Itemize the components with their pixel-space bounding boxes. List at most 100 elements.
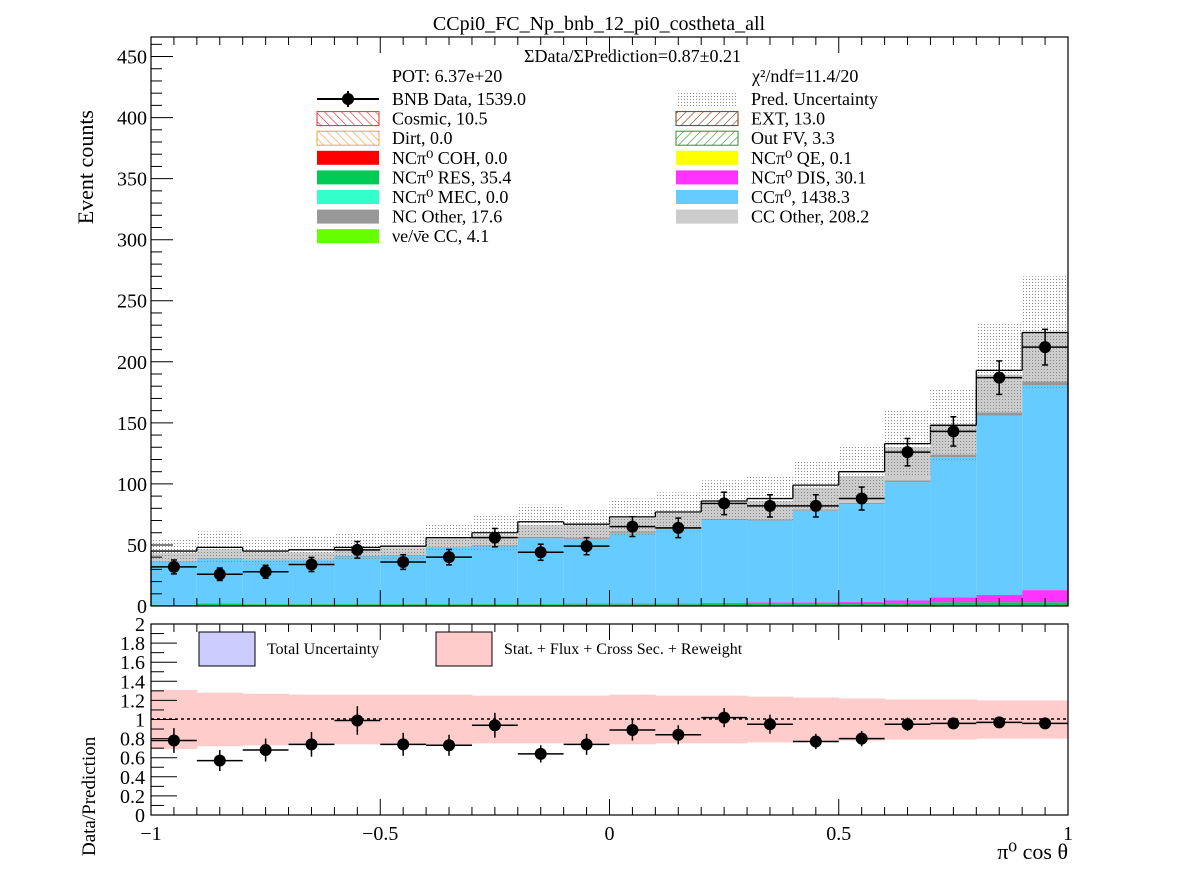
data-point-16 — [901, 446, 914, 459]
ratio-legend: Total Uncertainty Stat. + Flux + Cross Se… — [198, 631, 743, 667]
bar-2-14 — [792, 510, 839, 603]
data-point-18 — [993, 371, 1006, 384]
y-tick-label-0: 0 — [137, 596, 147, 618]
bar-2-17 — [930, 457, 977, 598]
x-tick-label-2: 0 — [605, 823, 615, 845]
ratio-point-18 — [993, 716, 1006, 729]
x-tick-label-1: −0.5 — [362, 823, 398, 845]
ratio-panel: 00.20.40.60.811.21.41.61.82 −1 −0.5 0 0.5 1 … — [79, 614, 1073, 864]
chi2-text: χ²/ndf=11.4/20 — [751, 66, 858, 86]
data-point-11 — [672, 521, 685, 534]
ratio-y-tick-label-7: 1.4 — [120, 671, 145, 693]
legend-label-14: νe/ν̄e CC, 4.1 — [392, 226, 489, 246]
bar-2-15 — [838, 504, 885, 602]
ratio-y-ticks: 00.20.40.60.811.21.41.61.82 — [120, 614, 177, 827]
data-point-3 — [305, 558, 318, 571]
y-tick-label-350: 350 — [117, 169, 147, 191]
bar-2-18 — [976, 415, 1023, 596]
y-tick-label-200: 200 — [117, 352, 147, 374]
legend-swatch-14 — [317, 229, 379, 244]
data-point-17 — [947, 425, 960, 438]
x-tick-label-4: 1 — [1063, 823, 1073, 845]
pot-text: POT: 6.37e+20 — [392, 66, 502, 86]
data-point-0 — [167, 560, 180, 573]
ratio-legend-swatch-0 — [198, 631, 256, 667]
ratio-y-tick-label-10: 2 — [135, 614, 145, 636]
legend-label-10: NCπ⁰ MEC, 0.0 — [392, 187, 508, 207]
data-point-10 — [626, 520, 639, 533]
bar-2-7 — [471, 545, 518, 605]
ratio-legend-label-0: Total Uncertainty — [267, 641, 379, 658]
legend-label-1: Pred. Uncertainty — [751, 89, 878, 109]
ratio-point-0 — [167, 734, 180, 747]
legend-swatch-1 — [676, 92, 738, 106]
ratio-x-ticks: −1 −0.5 0 0.5 1 — [140, 624, 1073, 845]
ratio-y-tick-label-5: 1 — [135, 710, 145, 732]
ratio-point-11 — [672, 728, 685, 741]
bar-2-11 — [655, 529, 702, 604]
ratio-y-tick-label-0: 0 — [135, 805, 145, 827]
y-tick-label-400: 400 — [117, 108, 147, 130]
ratio-point-5 — [397, 738, 410, 751]
data-point-12 — [718, 497, 731, 510]
x-axis-label: π⁰ cos θ — [997, 839, 1068, 864]
legend-swatch-12 — [317, 209, 379, 224]
prediction-uncertainty-band — [150, 276, 1069, 606]
legend-swatch-2 — [316, 111, 380, 127]
main-x-ticks — [150, 37, 1069, 606]
ratio-y-tick-label-1: 0.2 — [120, 786, 145, 808]
ratio-y-tick-label-8: 1.6 — [120, 652, 145, 674]
y-axis-label: Event counts — [73, 110, 98, 224]
legend-swatch-5 — [675, 130, 739, 146]
legend-label-3: EXT, 13.0 — [751, 109, 825, 129]
ratio-point-1 — [213, 754, 226, 767]
ratio-legend-swatch-1 — [435, 631, 493, 667]
legend-swatch-6 — [317, 150, 379, 165]
bar-2-12 — [701, 519, 748, 603]
ratio-y-tick-label-3: 0.6 — [120, 748, 145, 770]
legend-label-6: NCπ⁰ COH, 0.0 — [392, 148, 507, 168]
data-points — [151, 328, 1068, 582]
data-point-13 — [763, 499, 776, 512]
legend-swatch-9 — [676, 170, 738, 185]
legend-swatch-4 — [316, 130, 380, 146]
legend-label-12: NC Other, 17.6 — [392, 207, 502, 227]
ratio-y-tick-label-2: 0.4 — [120, 767, 145, 789]
ratio-point-17 — [947, 717, 960, 730]
data-point-2 — [259, 565, 272, 578]
y-tick-label-250: 250 — [117, 291, 147, 313]
ratio-y-tick-label-9: 1.8 — [120, 633, 145, 655]
ratio-legend-label-1: Stat. + Flux + Cross Sec. + Reweight — [504, 641, 743, 658]
y-tick-label-150: 150 — [117, 413, 147, 435]
legend-swatch-7 — [676, 150, 738, 165]
y-tick-label-50: 50 — [127, 535, 147, 557]
ratio-point-14 — [809, 735, 822, 748]
legend-swatch-8 — [317, 170, 379, 185]
data-point-4 — [351, 543, 364, 556]
data-point-6 — [443, 551, 456, 564]
chart-title: CCpi0_FC_Np_bnb_12_pi0_costheta_all — [433, 13, 766, 35]
ratio-y-tick-label-6: 1.2 — [120, 690, 145, 712]
ratio-points — [151, 706, 1068, 772]
bar-2-10 — [609, 532, 656, 604]
ratio-point-12 — [718, 711, 731, 724]
y-tick-label-300: 300 — [117, 230, 147, 252]
legend-marker-0 — [342, 93, 354, 105]
y-tick-label-450: 450 — [117, 47, 147, 69]
y-tick-label-100: 100 — [117, 474, 147, 496]
data-pred-ratio-text: ΣData/ΣPrediction=0.87±0.21 — [524, 46, 741, 66]
legend-label-2: Cosmic, 10.5 — [392, 109, 488, 129]
legend-label-4: Dirt, 0.0 — [392, 128, 453, 148]
data-point-5 — [397, 556, 410, 569]
ratio-y-tick-label-4: 0.8 — [120, 729, 145, 751]
legend-label-13: CC Other, 208.2 — [751, 207, 869, 227]
data-point-9 — [580, 540, 593, 553]
ratio-point-9 — [580, 738, 593, 751]
data-point-15 — [855, 492, 868, 505]
main-y-ticks: 0 50 100 150 200 250 300 350 400 450 — [117, 43, 173, 618]
legend-label-8: NCπ⁰ RES, 35.4 — [392, 167, 511, 187]
ratio-point-16 — [901, 718, 914, 731]
data-point-14 — [809, 499, 822, 512]
data-point-19 — [1039, 341, 1052, 354]
